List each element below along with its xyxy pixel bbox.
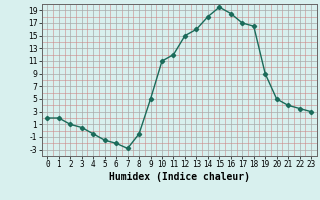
X-axis label: Humidex (Indice chaleur): Humidex (Indice chaleur) xyxy=(109,172,250,182)
